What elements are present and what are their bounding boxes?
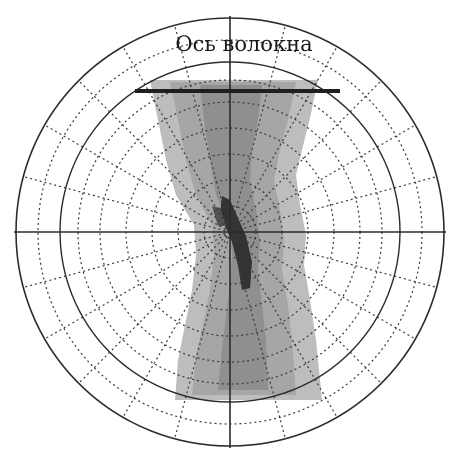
grid-radial-line <box>122 46 231 233</box>
grid-radial-line <box>229 231 286 439</box>
grid-radial-line <box>229 80 382 233</box>
grid-radial-line <box>44 231 231 340</box>
grid-radial-line <box>229 176 437 233</box>
diagram-frame <box>14 16 446 448</box>
shaded-band <box>150 80 322 400</box>
grid-radial-line <box>229 231 416 340</box>
fiber-axis-label: Ось волокна <box>175 32 312 56</box>
grid-radial-line <box>229 124 416 233</box>
grid-radial-line <box>23 231 231 288</box>
grid-radial-line <box>174 231 231 439</box>
grid-radial-line <box>78 80 231 233</box>
grid-radial-line <box>78 231 231 384</box>
grid-radial-line <box>229 25 286 233</box>
core-streak <box>220 196 252 290</box>
grid-radial-line <box>229 46 338 233</box>
grid-radial-line <box>122 231 231 418</box>
grid-radial-line <box>44 124 231 233</box>
grid-radial-line <box>229 231 382 384</box>
grid-radial-line <box>229 231 437 288</box>
grid-radial-line <box>23 176 231 233</box>
grid-radial-line <box>229 231 338 418</box>
grid-radial-line <box>174 25 231 233</box>
